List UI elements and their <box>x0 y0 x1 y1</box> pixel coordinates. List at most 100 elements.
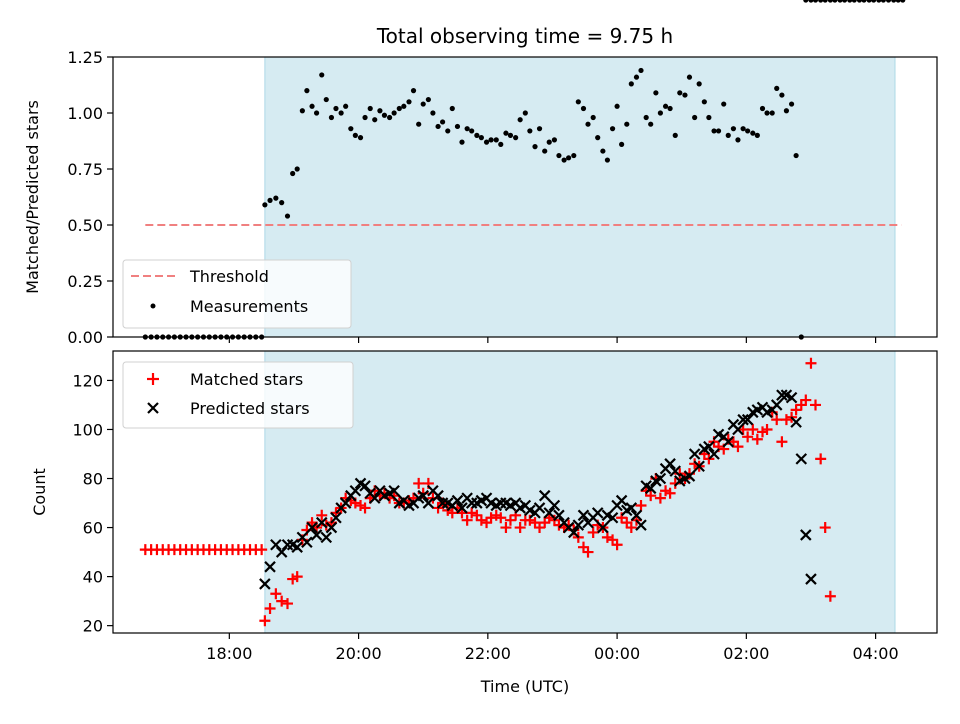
measurement-point <box>372 117 378 123</box>
measurement-point <box>895 0 901 3</box>
predicted-star-point <box>259 578 271 590</box>
matched-star-point <box>805 357 817 369</box>
measurement-point <box>730 126 737 132</box>
predicted-star-point <box>615 494 628 507</box>
predicted-star-point <box>533 502 546 514</box>
matched-star-point <box>281 598 293 610</box>
measurement-point <box>585 121 591 127</box>
predicted-star-point <box>306 521 318 534</box>
matched-star-point <box>500 522 512 534</box>
matched-star-point <box>742 431 754 443</box>
measurement-point <box>319 72 325 78</box>
predicted-star-point <box>568 526 580 539</box>
matched-star-point <box>674 468 686 480</box>
measurement-point <box>309 103 315 109</box>
measurement-point <box>638 67 644 74</box>
predicted-star-point <box>368 492 381 504</box>
measurement-point <box>430 110 436 116</box>
x-tick-label: 20:00 <box>336 644 382 663</box>
measurement-point <box>338 110 344 116</box>
measurement-point <box>657 110 663 116</box>
ratio-panel: 0.00 0.25 0.50 0.75 1.00 1.25 Matched/Predict… <box>23 0 938 347</box>
count-legend: Matched stars Predicted stars <box>122 361 354 429</box>
measurement-point <box>362 114 368 121</box>
measurement-point <box>522 110 528 116</box>
ratio-y-tick-label: 0.25 <box>67 272 103 291</box>
matched-star-point <box>664 487 676 499</box>
predicted-star-point <box>548 499 561 512</box>
measurement-point <box>420 101 426 107</box>
ratio-y-tick-label: 0.75 <box>67 160 103 179</box>
measurement-point <box>595 135 601 141</box>
ratio-y-tick-label: 1.00 <box>67 104 103 123</box>
measurement-point <box>677 90 683 96</box>
measurement-point <box>464 126 470 132</box>
measurement-point <box>812 0 819 3</box>
count-legend-box <box>122 361 354 429</box>
predicted-star-point <box>591 507 604 519</box>
matched-star-point <box>582 546 594 558</box>
predicted-star-point <box>264 561 276 573</box>
measurement-point <box>488 137 494 143</box>
measurement-point <box>507 132 514 138</box>
predicted-star-point <box>359 480 371 492</box>
measurement-point <box>313 110 320 116</box>
matched-star-point <box>732 441 744 453</box>
predicted-star-point <box>703 440 715 453</box>
measurement-point <box>542 148 548 154</box>
measurement-point <box>262 202 268 208</box>
matched-star-point <box>291 571 303 583</box>
measurement-point <box>517 117 523 123</box>
predicted-star-point <box>654 472 667 485</box>
measurement-point <box>745 128 751 134</box>
predicted-star-point <box>708 448 720 460</box>
matched-star-point <box>751 433 763 445</box>
measurement-point <box>333 105 339 112</box>
measurement-point <box>774 85 780 91</box>
measurement-point <box>851 0 857 3</box>
measurement-point <box>474 132 480 138</box>
matched-star-point <box>504 514 516 526</box>
predicted-star-point <box>688 448 701 460</box>
ratio-legend: Threshold Measurements <box>122 259 352 329</box>
count-y-tick-label: 40 <box>83 568 103 587</box>
measurement-point <box>343 103 349 109</box>
measurement-point <box>667 105 673 112</box>
count-panel: 20 40 60 80 100 120 18:00 20:00 22:00 00:00 02:00 0… <box>30 350 938 663</box>
x-tick-label: 22:00 <box>465 644 511 663</box>
measurement-point <box>551 137 558 143</box>
matched-star-point <box>601 531 613 543</box>
matched-star-point <box>819 522 831 534</box>
matched-star-point <box>359 502 371 514</box>
measurement-point <box>391 110 397 116</box>
measurement-point <box>900 0 906 3</box>
measurement-point <box>750 130 756 136</box>
predicted-star-point <box>732 423 744 436</box>
predicted-star-point <box>625 502 638 514</box>
predicted-star-point <box>737 413 749 426</box>
predicted-star-point <box>683 470 696 482</box>
count-frame <box>112 350 938 634</box>
count-y-tick-label: 100 <box>72 420 103 439</box>
measurement-point <box>571 152 577 159</box>
predicted-star-point <box>644 482 657 495</box>
measurement-point <box>304 88 310 94</box>
measurement-point <box>764 110 770 116</box>
measurement-point <box>628 81 634 87</box>
predicted-star-point <box>693 460 705 473</box>
matched-star-point <box>316 509 328 521</box>
matched-star-point <box>461 514 473 526</box>
matched-star-point <box>824 590 836 602</box>
measurement-point <box>648 121 654 127</box>
legend-measurements: Measurements <box>190 297 308 316</box>
predicted-star-point <box>770 399 783 411</box>
measurements-legend-marker <box>150 303 156 309</box>
predicted-star-point <box>301 536 313 549</box>
ratio-legend-box <box>122 259 352 329</box>
measurement-point <box>871 0 877 3</box>
legend-predicted-stars: Predicted stars <box>190 399 310 418</box>
count-y-tick-label: 80 <box>83 470 103 489</box>
measurement-point <box>323 96 329 103</box>
measurement-point <box>449 105 455 112</box>
measurement-point <box>580 105 587 112</box>
